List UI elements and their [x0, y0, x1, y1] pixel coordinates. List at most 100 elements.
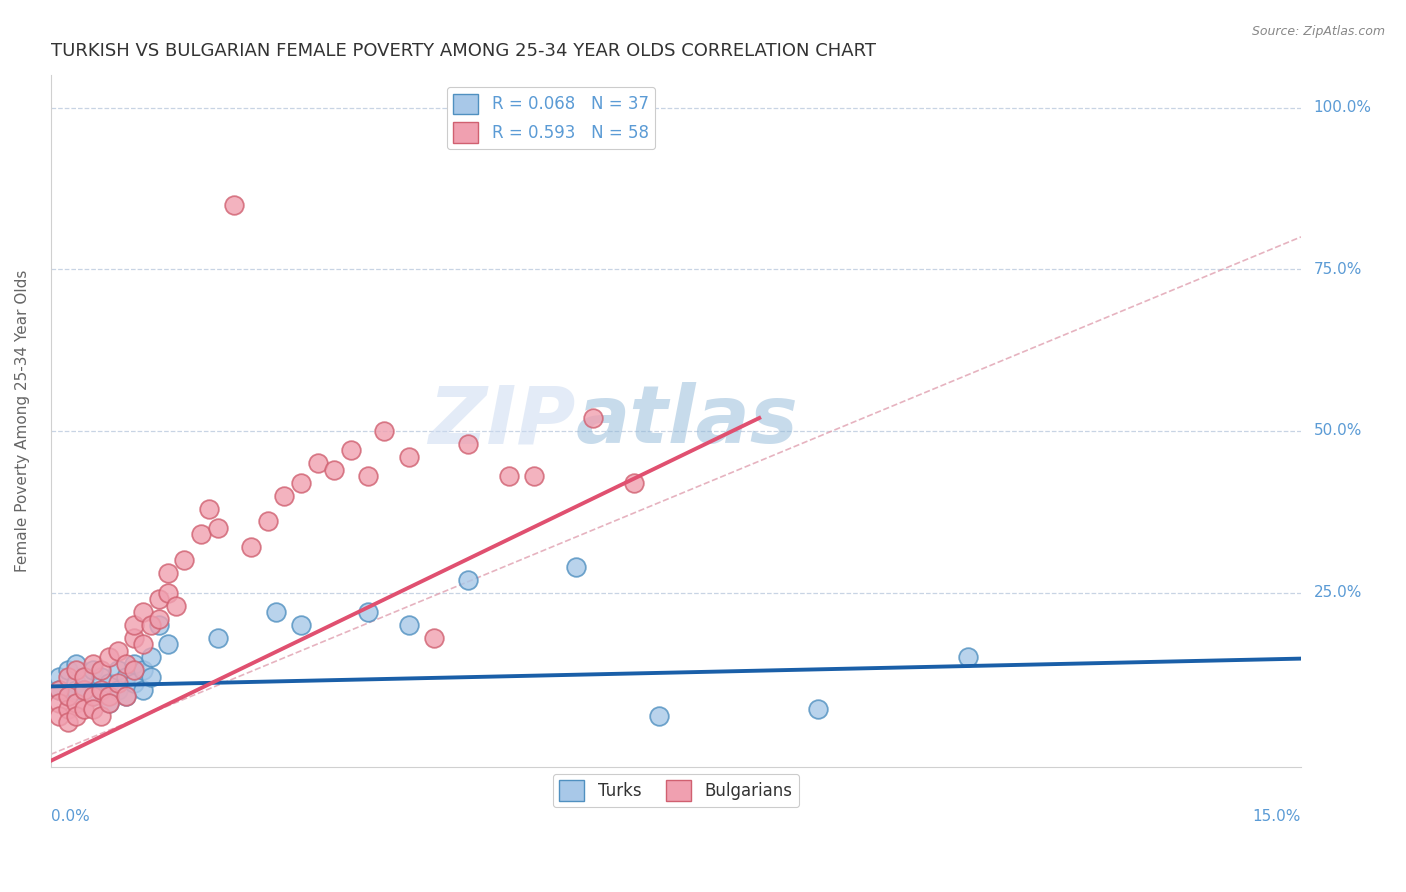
- Point: [122, 631, 145, 645]
- Point: [98, 689, 121, 703]
- Point: [148, 611, 170, 625]
- Point: [56, 714, 79, 729]
- Legend: Turks, Bulgarians: Turks, Bulgarians: [553, 773, 799, 807]
- Point: [98, 696, 121, 710]
- Point: [523, 469, 546, 483]
- Point: [131, 637, 153, 651]
- Text: 75.0%: 75.0%: [1313, 261, 1362, 277]
- Text: TURKISH VS BULGARIAN FEMALE POVERTY AMONG 25-34 YEAR OLDS CORRELATION CHART: TURKISH VS BULGARIAN FEMALE POVERTY AMON…: [51, 42, 876, 60]
- Point: [90, 682, 112, 697]
- Point: [623, 475, 645, 490]
- Y-axis label: Female Poverty Among 25-34 Year Olds: Female Poverty Among 25-34 Year Olds: [15, 270, 30, 573]
- Point: [107, 644, 129, 658]
- Point: [107, 682, 129, 697]
- Point: [90, 682, 112, 697]
- Point: [56, 663, 79, 677]
- Point: [107, 676, 129, 690]
- Point: [82, 702, 104, 716]
- Point: [73, 670, 96, 684]
- Point: [65, 682, 87, 697]
- Point: [48, 708, 70, 723]
- Point: [98, 676, 121, 690]
- Point: [65, 708, 87, 723]
- Point: [65, 657, 87, 671]
- Point: [56, 670, 79, 684]
- Point: [115, 670, 138, 684]
- Point: [73, 702, 96, 716]
- Point: [457, 437, 479, 451]
- Point: [48, 696, 70, 710]
- Point: [156, 585, 179, 599]
- Point: [423, 631, 446, 645]
- Point: [98, 650, 121, 665]
- Point: [48, 670, 70, 684]
- Point: [373, 424, 395, 438]
- Point: [122, 676, 145, 690]
- Point: [148, 618, 170, 632]
- Point: [139, 618, 162, 632]
- Point: [82, 663, 104, 677]
- Point: [56, 689, 79, 703]
- Point: [207, 521, 229, 535]
- Point: [273, 489, 295, 503]
- Text: 0.0%: 0.0%: [51, 809, 90, 824]
- Point: [156, 566, 179, 581]
- Point: [115, 689, 138, 703]
- Point: [56, 702, 79, 716]
- Point: [207, 631, 229, 645]
- Point: [90, 708, 112, 723]
- Point: [122, 657, 145, 671]
- Point: [340, 443, 363, 458]
- Point: [98, 696, 121, 710]
- Point: [73, 682, 96, 697]
- Point: [165, 599, 187, 613]
- Point: [956, 650, 979, 665]
- Point: [73, 670, 96, 684]
- Point: [82, 657, 104, 671]
- Point: [139, 650, 162, 665]
- Point: [356, 605, 378, 619]
- Text: 15.0%: 15.0%: [1253, 809, 1301, 824]
- Point: [190, 527, 212, 541]
- Point: [48, 682, 70, 697]
- Point: [173, 553, 195, 567]
- Point: [307, 456, 329, 470]
- Point: [115, 657, 138, 671]
- Point: [65, 676, 87, 690]
- Point: [256, 515, 278, 529]
- Point: [239, 541, 262, 555]
- Text: ZIP: ZIP: [429, 383, 576, 460]
- Point: [264, 605, 287, 619]
- Point: [139, 670, 162, 684]
- Point: [148, 592, 170, 607]
- Point: [648, 708, 671, 723]
- Point: [56, 689, 79, 703]
- Text: atlas: atlas: [576, 383, 799, 460]
- Point: [807, 702, 830, 716]
- Point: [82, 689, 104, 703]
- Point: [115, 689, 138, 703]
- Point: [131, 663, 153, 677]
- Point: [398, 450, 420, 464]
- Point: [457, 573, 479, 587]
- Point: [107, 663, 129, 677]
- Point: [65, 696, 87, 710]
- Point: [82, 689, 104, 703]
- Point: [290, 475, 312, 490]
- Point: [122, 663, 145, 677]
- Point: [65, 663, 87, 677]
- Point: [581, 411, 603, 425]
- Text: 25.0%: 25.0%: [1313, 585, 1362, 600]
- Text: Source: ZipAtlas.com: Source: ZipAtlas.com: [1251, 25, 1385, 38]
- Point: [48, 682, 70, 697]
- Point: [498, 469, 520, 483]
- Point: [156, 637, 179, 651]
- Point: [198, 501, 221, 516]
- Point: [90, 670, 112, 684]
- Point: [398, 618, 420, 632]
- Point: [73, 682, 96, 697]
- Point: [131, 682, 153, 697]
- Point: [224, 197, 246, 211]
- Text: 50.0%: 50.0%: [1313, 424, 1362, 439]
- Point: [90, 663, 112, 677]
